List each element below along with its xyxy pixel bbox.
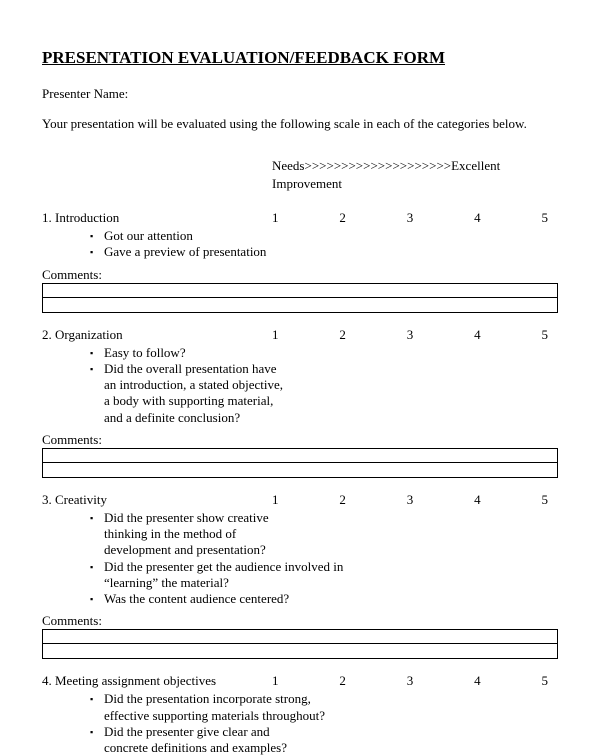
rating-3[interactable]: 3	[407, 327, 414, 343]
comments-label: Comments:	[42, 267, 558, 283]
comments-input[interactable]	[42, 283, 558, 298]
bullet-item: Did the presenter show creative thinking…	[90, 510, 280, 559]
bullet-item: Did the presenter give clear and concret…	[90, 724, 300, 756]
scale-header: Needs>>>>>>>>>>>>>>>>>>>>Excellent	[272, 158, 558, 174]
section-label: 1. Introduction	[42, 210, 272, 226]
rating-scale[interactable]: 1 2 3 4 5	[272, 492, 558, 508]
comments-input[interactable]	[42, 629, 558, 644]
comments-label: Comments:	[42, 613, 558, 629]
section-label: 2. Organization	[42, 327, 272, 343]
rating-scale[interactable]: 1 2 3 4 5	[272, 327, 558, 343]
scale-sub-label: Improvement	[272, 176, 558, 192]
instructions-text: Your presentation will be evaluated usin…	[42, 116, 558, 132]
bullet-item: Was the content audience centered?	[90, 591, 558, 607]
comments-input[interactable]	[42, 644, 558, 659]
comments-input[interactable]	[42, 298, 558, 313]
rating-2[interactable]: 2	[339, 492, 346, 508]
rating-1[interactable]: 1	[272, 673, 279, 689]
comments-input[interactable]	[42, 463, 558, 478]
bullet-item: Did the presentation incorporate strong,…	[90, 691, 340, 724]
rating-1[interactable]: 1	[272, 327, 279, 343]
rating-2[interactable]: 2	[339, 673, 346, 689]
rating-4[interactable]: 4	[474, 210, 481, 226]
comments-input[interactable]	[42, 448, 558, 463]
form-title: PRESENTATION EVALUATION/FEEDBACK FORM	[42, 48, 558, 68]
rating-3[interactable]: 3	[407, 210, 414, 226]
rating-4[interactable]: 4	[474, 492, 481, 508]
bullet-item: Did the overall presentation have an int…	[90, 361, 290, 426]
section-organization: 2. Organization 1 2 3 4 5 Easy to follow…	[42, 327, 558, 426]
bullet-list: Did the presentation incorporate strong,…	[90, 691, 558, 756]
section-introduction: 1. Introduction 1 2 3 4 5 Got our attent…	[42, 210, 558, 261]
presenter-name-label: Presenter Name:	[42, 86, 558, 102]
bullet-item: Gave a preview of presentation	[90, 244, 558, 260]
bullet-item: Easy to follow?	[90, 345, 558, 361]
bullet-list: Got our attention Gave a preview of pres…	[90, 228, 558, 261]
section-label: 3. Creativity	[42, 492, 272, 508]
rating-5[interactable]: 5	[542, 492, 549, 508]
section-label: 4. Meeting assignment objectives	[42, 673, 272, 689]
rating-5[interactable]: 5	[542, 327, 549, 343]
rating-scale[interactable]: 1 2 3 4 5	[272, 210, 558, 226]
rating-4[interactable]: 4	[474, 673, 481, 689]
rating-scale[interactable]: 1 2 3 4 5	[272, 673, 558, 689]
rating-5[interactable]: 5	[542, 210, 549, 226]
rating-1[interactable]: 1	[272, 492, 279, 508]
comments-label: Comments:	[42, 432, 558, 448]
rating-1[interactable]: 1	[272, 210, 279, 226]
rating-2[interactable]: 2	[339, 327, 346, 343]
rating-5[interactable]: 5	[542, 673, 549, 689]
section-creativity: 3. Creativity 1 2 3 4 5 Did the presente…	[42, 492, 558, 608]
bullet-list: Did the presenter show creative thinking…	[90, 510, 558, 608]
rating-3[interactable]: 3	[407, 492, 414, 508]
bullet-item: Got our attention	[90, 228, 558, 244]
bullet-list: Easy to follow? Did the overall presenta…	[90, 345, 558, 426]
rating-4[interactable]: 4	[474, 327, 481, 343]
bullet-item: Did the presenter get the audience invol…	[90, 559, 350, 592]
section-objectives: 4. Meeting assignment objectives 1 2 3 4…	[42, 673, 558, 756]
rating-3[interactable]: 3	[407, 673, 414, 689]
rating-2[interactable]: 2	[339, 210, 346, 226]
